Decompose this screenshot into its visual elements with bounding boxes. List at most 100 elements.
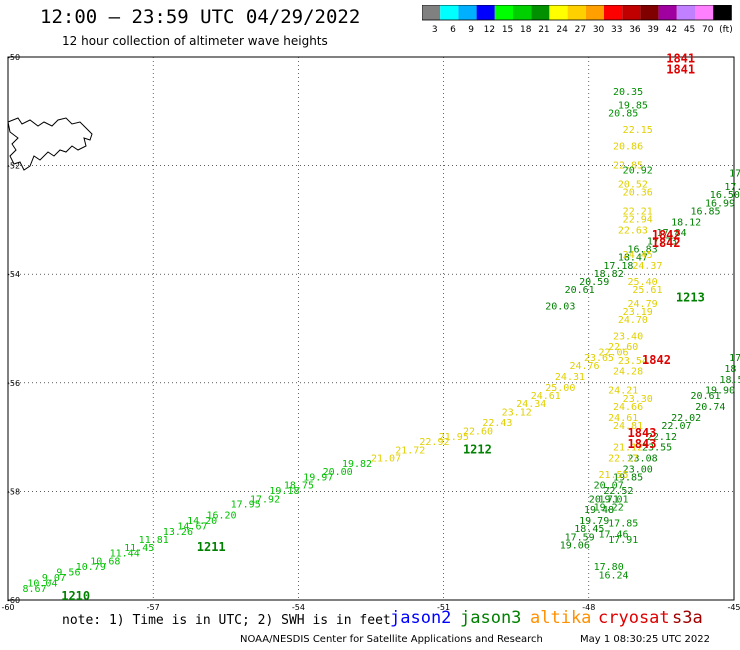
colorbar-label: 15: [502, 25, 513, 35]
wave-height-value: 23.54: [618, 356, 648, 367]
wave-height-value: 17.91: [608, 535, 638, 546]
colorbar-swatch: [676, 5, 695, 20]
colorbar-label: 27: [575, 25, 586, 35]
wave-height-value: 22.15: [623, 125, 653, 136]
lon-tick-label: -51: [437, 603, 450, 610]
colorbar-swatch: [567, 5, 586, 20]
colorbar-label: 6: [450, 25, 456, 35]
colorbar-label: 9: [468, 25, 474, 35]
wave-height-value: 19.79: [579, 516, 609, 527]
colorbar-swatch: [604, 5, 623, 20]
colorbar-label: 24: [556, 25, 568, 35]
wave-height-value: 24.37: [632, 261, 662, 272]
wave-height-value: 24.81: [613, 421, 643, 432]
colorbar-label: 21: [538, 25, 549, 35]
wave-height-value: 20.61: [690, 391, 720, 402]
pass-number-label: 12: [739, 464, 740, 478]
wave-height-value: 20.00: [323, 467, 353, 478]
units-note: note: 1) Time is in UTC; 2) SWH is in fe…: [62, 613, 391, 628]
wave-height-value: 25.40: [628, 277, 658, 288]
wave-height-value: 20.59: [579, 277, 609, 288]
wave-height-value: 20.03: [545, 301, 575, 312]
lon-tick-label: -60: [1, 603, 14, 610]
map-title: 12:00 – 23:59 UTC 04/29/2022: [40, 6, 361, 28]
wave-height-value: 22.63: [618, 225, 648, 236]
colorbar-label: 70: [702, 25, 714, 35]
wave-height-value: 20.35: [613, 87, 643, 98]
lat-tick-label: -54: [7, 270, 20, 279]
wave-height-value: 18.12: [671, 217, 701, 228]
wave-height-value: 21.72: [395, 445, 425, 456]
colorbar-label: 18: [520, 25, 532, 35]
wave-height-value: 24.66: [613, 402, 643, 413]
pass-number-label: 1212: [463, 442, 492, 456]
colorbar-swatch: [658, 5, 677, 20]
wave-height-value: 18.47: [618, 253, 648, 264]
lat-tick-label: -52: [7, 162, 20, 171]
wave-height-value: 19.18: [269, 486, 299, 497]
color-scale-bar: 3 6 9 12 15 18 21 24 27 30 33 36 39 42 45 70 (ft): [422, 5, 732, 35]
legend-cryosat: cryosat: [598, 608, 670, 628]
wave-height-value: 23.65: [584, 353, 614, 364]
colorbar-label: 30: [593, 25, 605, 35]
pass-number-label: 1841: [666, 51, 695, 65]
wave-height-value: 20.52: [618, 179, 648, 190]
pass-number-label: 1842: [652, 228, 681, 242]
colorbar-swatch: [440, 5, 459, 20]
wave-height-value: 17.84: [657, 228, 687, 239]
wave-height-value: 24.31: [555, 372, 585, 383]
wave-height-value: 11.44: [110, 549, 140, 560]
colorbar-swatch: [531, 5, 550, 20]
wave-height-value: 10.68: [90, 557, 120, 568]
wave-height-value: 20.61: [565, 285, 595, 296]
wave-height-value: 19.01: [598, 494, 628, 505]
wave-height-value: 23.19: [623, 307, 653, 318]
wave-height-value: 24.28: [613, 367, 643, 378]
colorbar-swatch: [458, 5, 477, 20]
wave-height-value: 13.26: [163, 527, 193, 538]
wave-height-value: 17.59: [565, 532, 595, 543]
pass-number-label: 1210: [61, 589, 90, 603]
credit-line: NOAA/NESDIS Center for Satellite Applica…: [240, 634, 543, 645]
wave-height-value: 24.21: [608, 386, 638, 397]
colorbar-swatch: [476, 5, 495, 20]
wave-height-value: 22.52: [603, 486, 633, 497]
wave-height-value: 17.18: [603, 261, 633, 272]
colorbar-swatch: [585, 5, 604, 20]
wave-height-value: 23.00: [623, 464, 653, 475]
wave-height-value: 17.85: [608, 519, 638, 530]
wave-height-value: 22.60: [608, 342, 638, 353]
wave-height-value: 22.02: [671, 413, 701, 424]
wave-height-value: 22.17: [608, 454, 638, 465]
wave-height-value: 9.07: [42, 573, 66, 584]
wave-height-value: 17.92: [250, 494, 280, 505]
wave-height-value: 20.74: [695, 402, 725, 413]
wave-height-value: 17.80: [594, 562, 624, 573]
wave-height-value: 22.60: [463, 426, 493, 437]
wave-height-value: 20.36: [623, 187, 653, 198]
wave-height-value: 24.61: [608, 413, 638, 424]
wave-height-value: 11.45: [124, 543, 154, 554]
wave-height-value: 18: [724, 364, 736, 375]
colorbar-swatch: [494, 5, 513, 20]
colorbar-label: (ft): [719, 25, 732, 35]
wave-height-value: 10.79: [76, 562, 106, 573]
wave-height-value: 18.45: [574, 524, 604, 535]
pass-number-label: 1213: [676, 290, 705, 304]
lat-tick-label: -60: [7, 596, 20, 605]
wave-height-value: 21.07: [371, 454, 401, 465]
colorbar-swatch: [640, 5, 659, 20]
altimeter-map: -60 -57 -54 -51 -48 -45 -50 -52 -54 -56 -58 -60 17.0…: [1, 51, 740, 610]
wave-height-value: 20.71: [589, 494, 619, 505]
wave-height-value: 22.94: [623, 215, 653, 226]
coastline: [7, 117, 93, 171]
colorbar-swatch: [513, 5, 532, 20]
wave-height-value: 21.95: [439, 432, 469, 443]
wave-height-value: 19.48: [584, 505, 614, 516]
lon-tick-label: -57: [147, 603, 160, 610]
wave-height-value: 17.06: [724, 182, 740, 193]
colorbar-label: 42: [666, 25, 677, 35]
wave-height-value: 21.55: [598, 470, 628, 481]
wave-height-value: 22.12: [647, 432, 677, 443]
colorbar-swatch: [422, 5, 441, 20]
